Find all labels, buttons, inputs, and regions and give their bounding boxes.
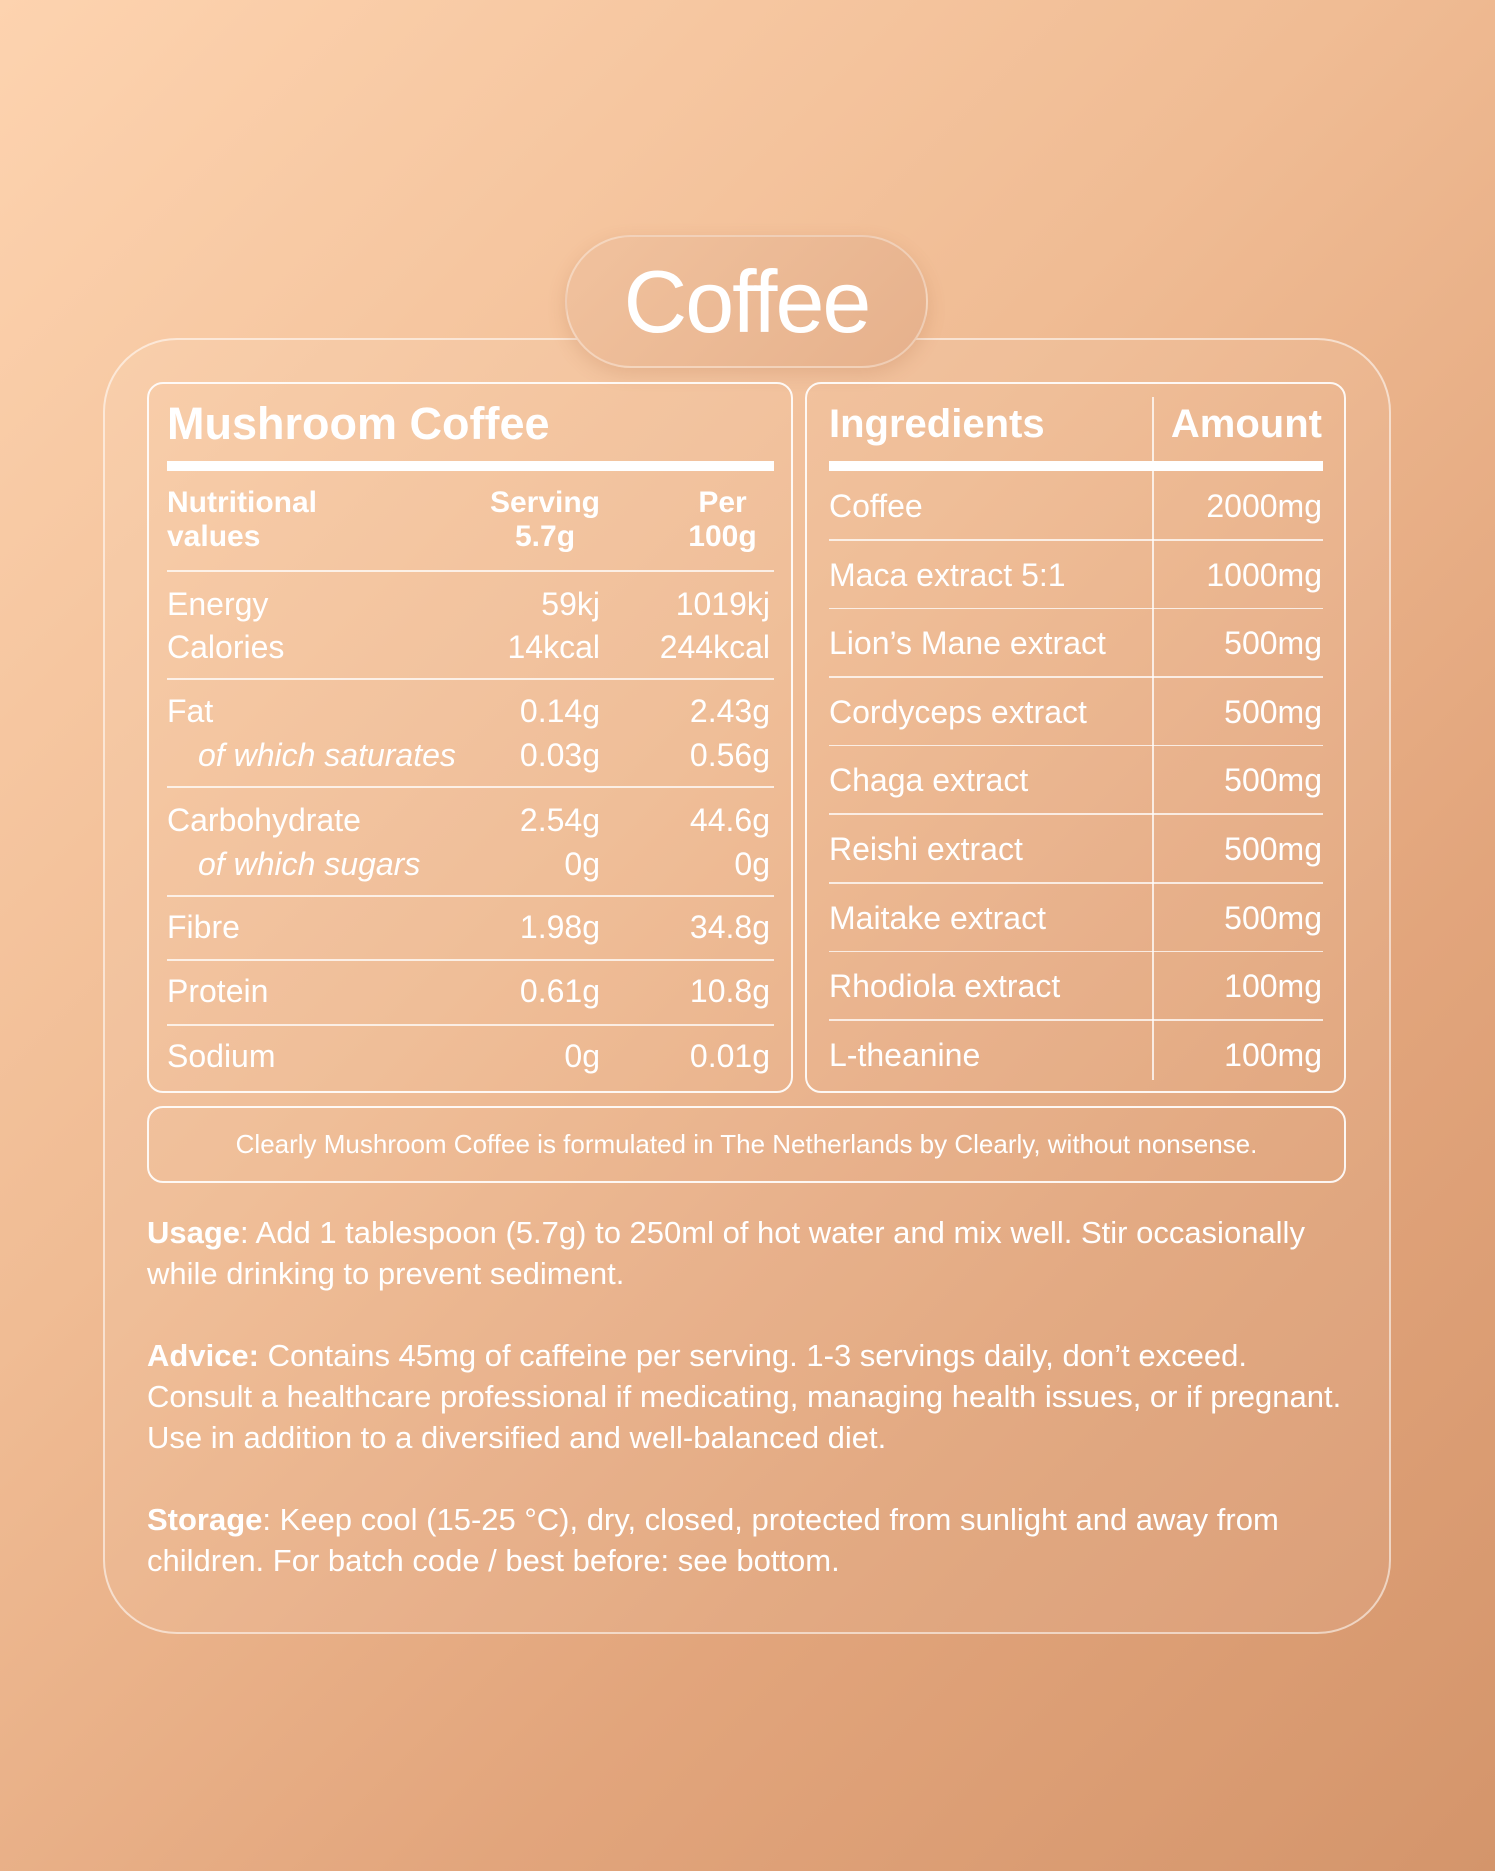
ingredient-amount: 500mg (1224, 693, 1322, 730)
row-divider (167, 786, 774, 788)
col-label: values (167, 520, 261, 553)
serving-value: 0.03g (519, 737, 600, 773)
nutrient-label: Calories (167, 629, 285, 665)
ingredient-amount: 100mg (1224, 1036, 1322, 1073)
ingredient-amount: 500mg (1224, 831, 1322, 867)
nutrient-label: of which sugars (198, 846, 421, 882)
per100-value: 2.43g (689, 693, 770, 729)
serving-header: 5.7g (514, 520, 576, 553)
nutrient-label: Fat (167, 693, 214, 729)
ingredient-amount: 500mg (1224, 762, 1322, 799)
usage-label: Usage (147, 1215, 241, 1250)
advice-body: Contains 45mg of caffeine per serving. 1… (147, 1338, 1342, 1455)
nutrient-label: Carbohydrate (167, 802, 361, 838)
ingredient-name: Maca extract 5:1 (829, 556, 1066, 593)
column-divider (1152, 397, 1154, 1080)
per100-value: 10.8g (689, 973, 770, 1009)
usage-text: Usage: Add 1 tablespoon (5.7g) to 250ml … (147, 1212, 1357, 1294)
col-label: Nutritional (167, 486, 317, 519)
per100-value: 44.6g (689, 802, 770, 838)
page-title: Coffee (565, 235, 928, 368)
serving-value: 1.98g (519, 909, 600, 945)
per100-header: 100g (688, 520, 757, 553)
serving-value: 0g (564, 846, 600, 882)
nutrition-heading: Mushroom Coffee (167, 398, 550, 449)
serving-value: 0.14g (519, 693, 600, 729)
per100-value: 0g (734, 846, 770, 882)
ingredient-amount: 1000mg (1206, 556, 1322, 593)
info-card (103, 338, 1391, 1634)
ingredient-name: L-theanine (829, 1036, 981, 1073)
per100-value: 244kcal (659, 629, 770, 665)
serving-value: 0g (564, 1038, 600, 1074)
row-divider (829, 1019, 1323, 1021)
ingredient-name: Rhodiola extract (829, 968, 1061, 1005)
ingredient-name: Maitake extract (829, 899, 1046, 936)
usage-body: : Add 1 tablespoon (5.7g) to 250ml of ho… (147, 1215, 1305, 1291)
nutrient-label: Sodium (167, 1038, 276, 1074)
row-divider (167, 570, 774, 572)
row-divider (829, 950, 1323, 953)
heading-bar (829, 461, 1323, 471)
row-divider (167, 678, 774, 680)
row-divider (829, 813, 1323, 815)
row-divider (829, 744, 1323, 747)
nutrition-table (147, 382, 793, 1093)
storage-label: Storage (147, 1502, 263, 1537)
nutrient-label: Energy (167, 586, 269, 622)
per100-value: 0.56g (689, 737, 770, 773)
row-divider (829, 676, 1323, 678)
nutrient-label: Protein (167, 973, 269, 1009)
ingredients-heading: Ingredients (829, 402, 1045, 446)
per100-value: 0.01g (689, 1038, 770, 1074)
heading-bar (167, 461, 774, 471)
serving-value: 14kcal (507, 629, 601, 665)
ingredient-name: Reishi extract (829, 831, 1023, 867)
serving-value: 2.54g (519, 802, 600, 838)
row-divider (829, 607, 1323, 610)
ingredient-name: Cordyceps extract (829, 693, 1087, 730)
ingredient-name: Chaga extract (829, 762, 1029, 799)
per100-header: Per (698, 486, 747, 519)
serving-value: 0.61g (519, 973, 600, 1009)
row-divider (167, 959, 774, 961)
serving-header: Serving (489, 486, 601, 519)
storage-text: Storage: Keep cool (15-25 °C), dry, clos… (147, 1499, 1357, 1581)
ingredient-amount: 500mg (1224, 625, 1322, 662)
amount-heading: Amount (1170, 402, 1322, 446)
advice-text: Advice: Contains 45mg of caffeine per se… (147, 1335, 1357, 1458)
row-divider (167, 895, 774, 897)
origin-note: Clearly Mushroom Coffee is formulated in… (147, 1106, 1346, 1183)
nutrient-label: of which saturates (198, 737, 456, 773)
ingredient-name: Lion’s Mane extract (829, 625, 1106, 662)
nutrient-label: Fibre (167, 909, 240, 945)
serving-value: 59kj (541, 586, 600, 622)
row-divider (829, 539, 1323, 541)
ingredient-name: Coffee (829, 488, 923, 524)
ingredient-amount: 100mg (1224, 968, 1322, 1005)
per100-value: 1019kj (675, 586, 770, 622)
row-divider (167, 1024, 774, 1026)
ingredients-table (805, 382, 1346, 1093)
ingredient-amount: 2000mg (1206, 488, 1322, 524)
per100-value: 34.8g (689, 909, 770, 945)
advice-label: Advice: (147, 1338, 259, 1373)
ingredient-amount: 500mg (1224, 899, 1322, 936)
row-divider (829, 882, 1323, 884)
storage-body: : Keep cool (15-25 °C), dry, closed, pro… (147, 1502, 1279, 1578)
